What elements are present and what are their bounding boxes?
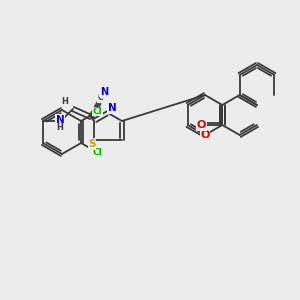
Text: H: H — [61, 98, 68, 106]
Text: N: N — [108, 103, 116, 113]
Text: Cl: Cl — [93, 148, 102, 157]
Text: N: N — [100, 87, 108, 97]
Text: O: O — [200, 130, 210, 140]
Text: N: N — [56, 115, 64, 125]
Text: Cl: Cl — [93, 107, 102, 116]
Text: H: H — [56, 124, 63, 133]
Text: S: S — [88, 139, 96, 149]
Text: C: C — [97, 94, 103, 103]
Text: O: O — [196, 120, 206, 130]
